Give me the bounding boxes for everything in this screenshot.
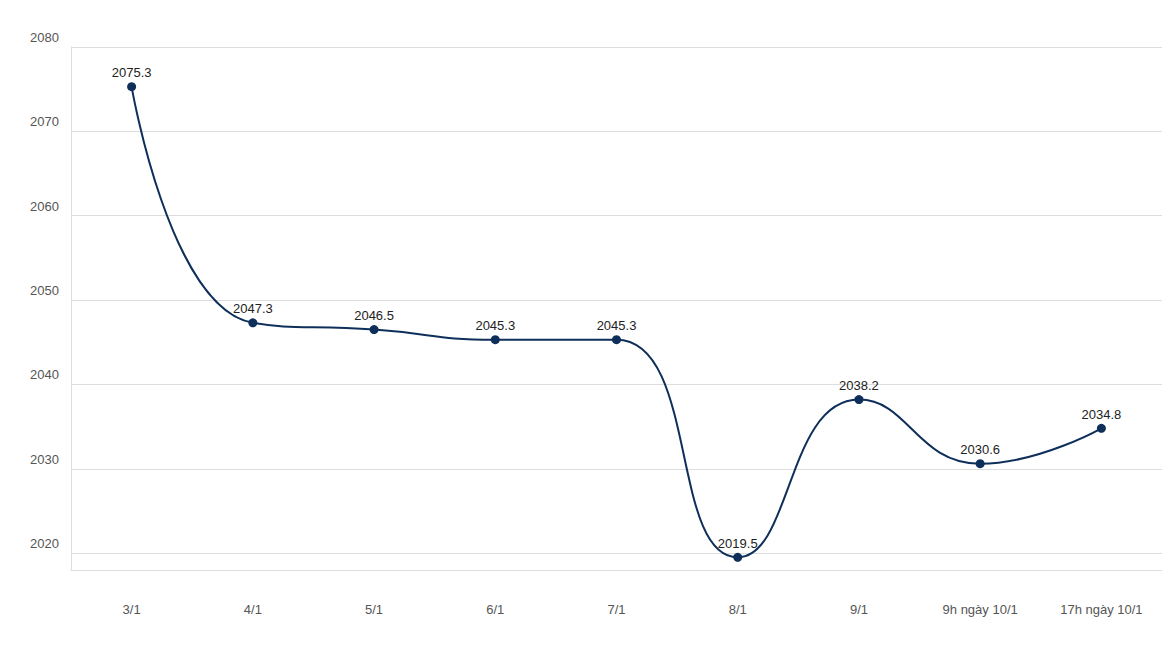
- svg-text:2070: 2070: [30, 114, 59, 129]
- svg-text:2045.3: 2045.3: [597, 318, 637, 333]
- svg-text:7/1: 7/1: [607, 602, 625, 617]
- svg-text:2034.8: 2034.8: [1082, 407, 1122, 422]
- svg-text:2047.3: 2047.3: [233, 301, 273, 316]
- svg-text:2040: 2040: [30, 367, 59, 382]
- svg-text:8/1: 8/1: [729, 602, 747, 617]
- svg-text:2030: 2030: [30, 452, 59, 467]
- svg-text:2019.5: 2019.5: [718, 536, 758, 551]
- svg-text:3/1: 3/1: [123, 602, 141, 617]
- svg-text:4/1: 4/1: [244, 602, 262, 617]
- svg-text:9h ngày 10/1: 9h ngày 10/1: [943, 602, 1018, 617]
- svg-text:2045.3: 2045.3: [475, 318, 515, 333]
- svg-text:9/1: 9/1: [850, 602, 868, 617]
- svg-text:17h ngày 10/1: 17h ngày 10/1: [1060, 602, 1142, 617]
- svg-text:2020: 2020: [30, 536, 59, 551]
- svg-text:2038.2: 2038.2: [839, 378, 879, 393]
- svg-text:5/1: 5/1: [365, 602, 383, 617]
- svg-text:2030.6: 2030.6: [960, 442, 1000, 457]
- svg-text:2060: 2060: [30, 199, 59, 214]
- svg-text:2075.3: 2075.3: [112, 65, 152, 80]
- svg-text:2080: 2080: [30, 30, 59, 45]
- svg-text:2046.5: 2046.5: [354, 308, 394, 323]
- svg-text:2050: 2050: [30, 283, 59, 298]
- svg-text:6/1: 6/1: [486, 602, 504, 617]
